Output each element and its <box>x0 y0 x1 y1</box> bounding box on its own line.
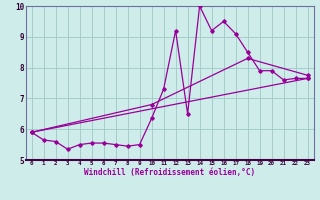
X-axis label: Windchill (Refroidissement éolien,°C): Windchill (Refroidissement éolien,°C) <box>84 168 255 177</box>
